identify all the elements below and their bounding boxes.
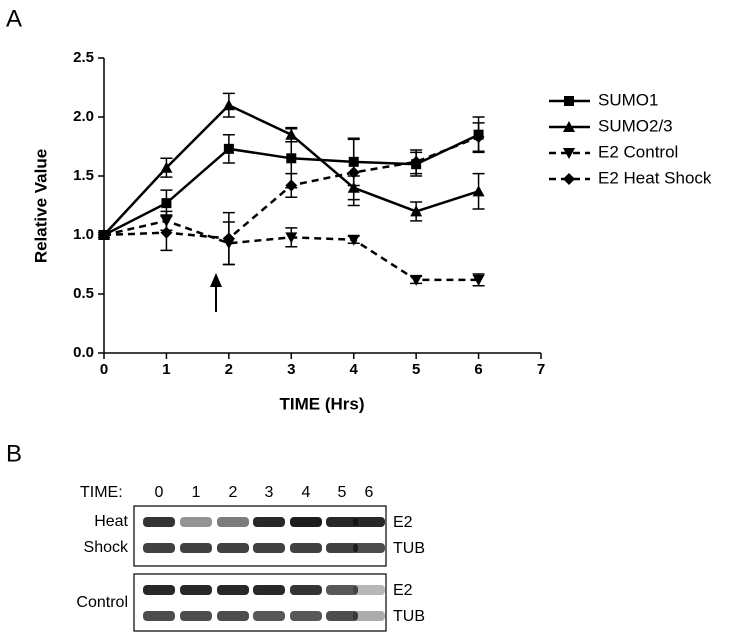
legend-marker <box>563 148 575 159</box>
lane-label: 3 <box>265 484 274 501</box>
lane-label: 2 <box>229 484 238 501</box>
blot-band <box>217 611 249 621</box>
x-tick-label: 6 <box>474 361 482 378</box>
blot-band <box>143 517 175 527</box>
y-tick-label: 1.5 <box>73 167 94 184</box>
blot-band <box>353 543 385 553</box>
blot-band <box>326 517 358 527</box>
point <box>410 155 423 168</box>
point <box>347 234 360 246</box>
legend-label: SUMO1 <box>598 90 658 109</box>
point <box>285 128 298 140</box>
legend-marker <box>563 173 575 185</box>
panel-label: B <box>6 440 22 467</box>
point <box>285 179 298 192</box>
lane-label: 5 <box>338 484 347 501</box>
time-label: TIME: <box>80 484 123 501</box>
y-axis-title: Relative Value <box>31 149 50 263</box>
y-tick-label: 2.0 <box>73 108 94 125</box>
x-tick-label: 2 <box>225 361 233 378</box>
point <box>285 232 298 244</box>
blot-band <box>143 585 175 595</box>
point <box>347 166 360 179</box>
blot-band <box>253 543 285 553</box>
blot-band <box>217 585 249 595</box>
point <box>472 131 485 144</box>
band-label: E2 <box>393 582 413 599</box>
blot-band <box>290 517 322 527</box>
point <box>286 153 297 164</box>
point <box>410 274 423 286</box>
blot-band <box>253 517 285 527</box>
legend-label: E2 Heat Shock <box>598 168 712 187</box>
x-tick-label: 4 <box>350 361 359 378</box>
x-tick-label: 5 <box>412 361 420 378</box>
y-tick-label: 2.5 <box>73 49 94 66</box>
blot-band <box>353 611 385 621</box>
legend-label: E2 Control <box>598 142 678 161</box>
blot-band <box>217 517 249 527</box>
blot-band <box>326 585 358 595</box>
group-label: Control <box>76 594 128 611</box>
legend-marker <box>564 96 574 106</box>
blot-band <box>180 543 212 553</box>
blot-band <box>326 611 358 621</box>
group-label: Shock <box>84 539 129 556</box>
x-tick-label: 7 <box>537 361 545 378</box>
legend-marker <box>563 121 575 132</box>
point <box>222 99 235 111</box>
point <box>472 274 485 286</box>
x-tick-label: 1 <box>162 361 170 378</box>
blot-band <box>143 611 175 621</box>
band-label: E2 <box>393 514 413 531</box>
y-tick-label: 1.0 <box>73 226 94 243</box>
point <box>222 232 235 245</box>
point <box>160 161 173 173</box>
blot-band <box>353 585 385 595</box>
blot-band <box>353 517 385 527</box>
blot-band <box>180 517 212 527</box>
blot-band <box>290 611 322 621</box>
blot-band <box>290 585 322 595</box>
point <box>472 185 485 197</box>
blot-band <box>143 543 175 553</box>
lane-label: 4 <box>302 484 311 501</box>
band-label: TUB <box>393 540 425 557</box>
point <box>161 198 172 209</box>
blot-band <box>253 585 285 595</box>
y-tick-label: 0.0 <box>73 344 94 361</box>
lane-label: 0 <box>155 484 164 501</box>
point <box>223 143 234 154</box>
band-label: TUB <box>393 608 425 625</box>
blot-frame <box>133 573 387 632</box>
blot-band <box>253 611 285 621</box>
blot-band <box>180 611 212 621</box>
blot-band <box>180 585 212 595</box>
panel-label: A <box>6 5 22 32</box>
legend-label: SUMO2/3 <box>598 116 673 135</box>
x-axis-title: TIME (Hrs) <box>280 394 365 413</box>
point <box>98 229 110 241</box>
point <box>160 226 173 239</box>
point <box>410 205 423 217</box>
lane-label: 1 <box>192 484 201 501</box>
blot-band <box>290 543 322 553</box>
lane-label: 6 <box>365 484 374 501</box>
group-label: Heat <box>94 513 128 530</box>
y-tick-label: 0.5 <box>73 285 94 302</box>
blot-frame <box>133 505 387 567</box>
x-tick-label: 0 <box>100 361 108 378</box>
blot-band <box>217 543 249 553</box>
x-tick-label: 3 <box>287 361 295 378</box>
blot-band <box>326 543 358 553</box>
arrow-head <box>210 273 222 287</box>
